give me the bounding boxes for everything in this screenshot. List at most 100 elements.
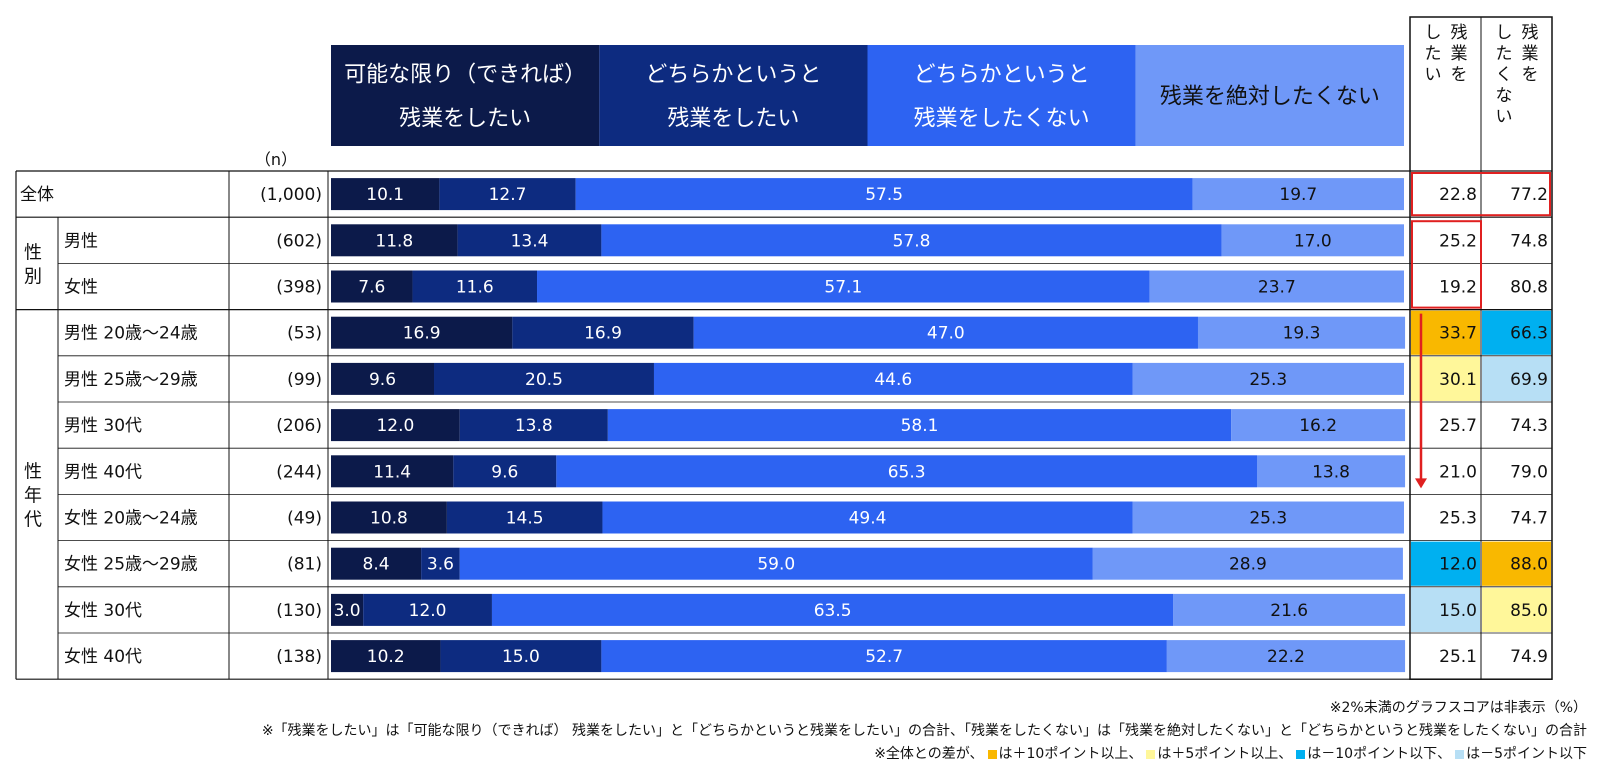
row-n-4: (99) [287,370,322,390]
bar-label-row-4-seg-2: 44.6 [874,370,912,390]
bar-row-0-seg-0 [331,178,440,211]
row-n-9: (130) [276,601,322,621]
summary-header-0-char-1-2: い [1425,65,1442,85]
note-legend-plus5: は＋5ポイント以上、 [1157,746,1293,762]
bar-label-row-9-seg-1: 12.0 [409,601,447,621]
bar-label-row-2-seg-0: 7.6 [358,278,385,298]
bar-row-1-seg-0 [331,224,458,257]
bar-row-6-seg-0 [331,455,454,488]
group-label-2-char-1: 年 [24,485,42,506]
highlight-box-gender [1411,220,1482,309]
bar-row-8-seg-2 [459,547,1093,580]
summary-want-6: 21.0 [1439,462,1477,482]
bar-row-5-seg-3 [1231,409,1406,442]
summary-header-1-char-1-2: く [1496,65,1513,85]
bar-label-row-0-seg-2: 57.5 [865,185,903,205]
summary-want-bg-9 [1411,587,1480,632]
bar-label-row-0-seg-3: 19.7 [1279,185,1317,205]
bar-label-row-0-seg-1: 12.7 [489,185,527,205]
summary-notwant-3: 66.3 [1510,324,1548,344]
bar-row-9-seg-1 [363,593,492,626]
summary-header-0-char-0-0: 残 [1451,23,1468,43]
summary-notwant-5: 74.3 [1510,416,1548,436]
summary-want-3: 33.7 [1439,324,1477,344]
bar-row-7-seg-3 [1132,501,1404,534]
n-column-header: （n） [255,150,297,169]
bar-label-row-3-seg-1: 16.9 [584,324,622,344]
summary-notwant-10: 74.9 [1510,647,1548,667]
bar-label-row-0-seg-0: 10.1 [366,185,404,205]
summary-notwant-7: 74.7 [1510,509,1548,529]
summary-want-bg-3 [1411,310,1480,355]
bar-row-9-seg-3 [1173,593,1406,626]
summary-want-2: 19.2 [1439,278,1477,298]
bar-row-7-seg-0 [331,501,447,534]
bar-row-9-seg-0 [331,593,364,626]
legend-label-3-0: 残業を絶対したくない [1160,85,1380,110]
row-label-4: 男性 25歳～29歳 [64,370,198,390]
bar-row-2-seg-2 [537,270,1150,303]
bar-label-row-4-seg-0: 9.6 [369,370,396,390]
legend-square-plus10 [987,749,997,759]
bar-label-row-6-seg-0: 11.4 [373,462,411,482]
bar-label-row-10-seg-1: 15.0 [502,647,540,667]
bar-label-row-5-seg-1: 13.8 [515,416,553,436]
bar-label-row-4-seg-1: 20.5 [525,370,563,390]
legend-box-0 [331,45,600,146]
row-label-7: 女性 20歳～24歳 [64,509,198,529]
group-label-1-char-1: 別 [24,266,42,287]
summary-want-8: 12.0 [1439,555,1477,575]
summary-notwant-4: 69.9 [1510,370,1548,390]
group-label-1-char-0: 性 [24,242,42,263]
note-legend-plus10: は＋10ポイント以上、 [998,746,1143,762]
summary-notwant-8: 88.0 [1510,555,1548,575]
bar-row-2-seg-0 [331,270,413,303]
note-hidden-scores: ※2%未満のグラフスコアは非表示（%） [1329,700,1587,716]
summary-header-0-char-1-0: し [1425,23,1442,43]
summary-want-4: 30.1 [1439,370,1477,390]
summary-want-9: 15.0 [1439,601,1477,621]
summary-want-7: 25.3 [1439,509,1477,529]
row-n-1: (602) [276,231,322,251]
bar-label-row-3-seg-0: 16.9 [403,324,441,344]
legend-square-plus5 [1146,749,1156,759]
note-legend-prefix: ※全体との差が、 [874,746,984,762]
legend-label-0-0: 可能な限り（できれば） [344,63,586,88]
summary-want-bg-4 [1411,356,1480,401]
bar-row-4-seg-2 [653,362,1133,395]
bar-row-10-seg-2 [601,640,1167,673]
summary-notwant-bg-8 [1482,541,1551,586]
note-highlight-legend: ※全体との差が、 は＋10ポイント以上、 は＋5ポイント以上、 は－10ポイント以下、… [874,743,1587,763]
bar-row-10-seg-1 [440,640,602,673]
row-label-5: 男性 30代 [64,416,142,436]
legend-label-2-0: どちらかというと [914,63,1090,88]
bar-row-7-seg-1 [446,501,603,534]
legend-label-2-1: 残業をしたくない [914,107,1090,132]
row-label-2: 女性 [64,278,98,298]
legend-label-0-1: 残業をしたい [399,107,531,132]
bar-label-row-10-seg-0: 10.2 [367,647,405,667]
bar-row-8-seg-3 [1092,547,1403,580]
bar-label-row-5-seg-0: 12.0 [376,416,414,436]
row-n-2: (398) [276,278,322,298]
row-label-6: 男性 40代 [64,462,142,482]
note-legend-minus10: は－10ポイント以下、 [1307,746,1452,762]
summary-notwant-bg-9 [1482,587,1551,632]
bar-row-1-seg-2 [601,224,1222,257]
summary-notwant-9: 85.0 [1510,601,1548,621]
row-n-8: (81) [287,555,322,575]
summary-notwant-bg-4 [1482,356,1551,401]
legend-square-minus5 [1455,749,1465,759]
bar-row-5-seg-2 [607,409,1232,442]
bar-label-row-2-seg-1: 11.6 [456,278,494,298]
legend-label-1-0: どちらかというと [645,63,821,88]
summary-header-1-char-0-2: を [1522,65,1539,85]
bar-label-row-1-seg-3: 17.0 [1294,231,1332,251]
row-label-0: 全体 [20,185,54,205]
bar-row-10-seg-3 [1166,640,1406,673]
bar-label-row-9-seg-0: 3.0 [334,601,361,621]
row-label-8: 女性 25歳～29歳 [64,555,198,575]
bar-label-row-8-seg-2: 59.0 [757,555,795,575]
bar-label-row-7-seg-1: 14.5 [506,509,544,529]
highlight-box-total [1411,172,1551,217]
